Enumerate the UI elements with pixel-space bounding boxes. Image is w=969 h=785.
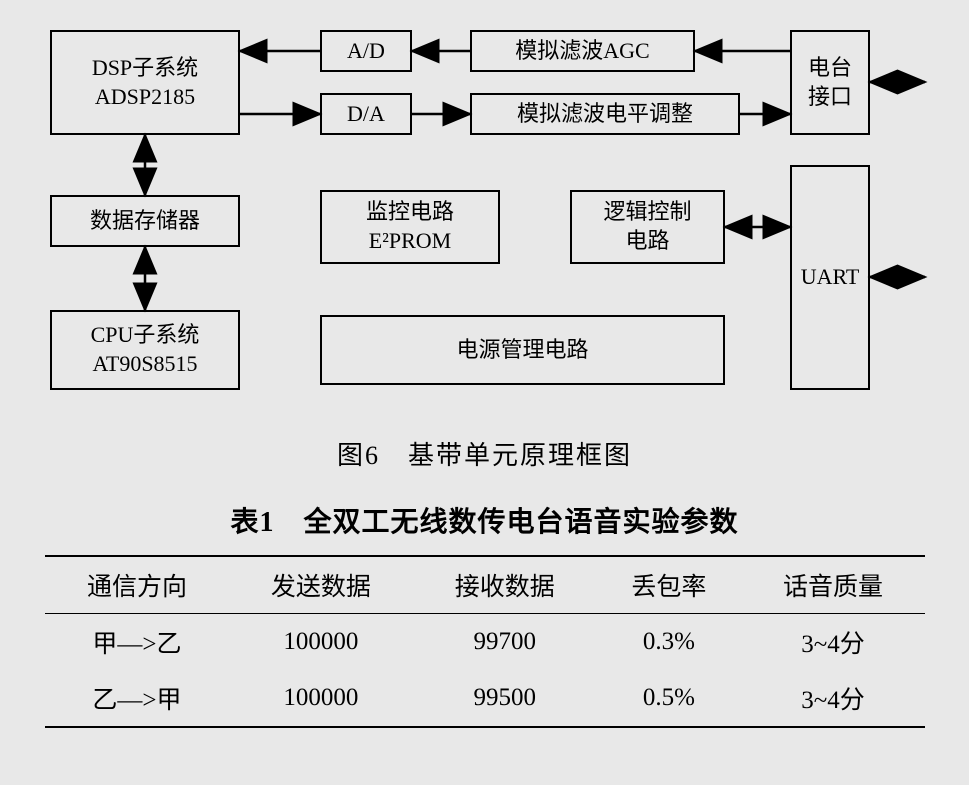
- box-radio: 电台接口: [790, 30, 870, 135]
- block-diagram: DSP子系统ADSP2185 A/D 模拟滤波AGC D/A 模拟滤波电平调整 电台接口数…: [40, 20, 930, 415]
- box-label: 数据存储器: [90, 207, 200, 236]
- box-agc: 模拟滤波AGC: [470, 30, 695, 72]
- box-label: 模拟滤波AGC: [515, 37, 649, 66]
- table-cell: 0.5%: [597, 670, 741, 727]
- table-cell: 100000: [229, 670, 413, 727]
- col-header: 话音质量: [741, 556, 925, 614]
- table-cell: 甲—>乙: [45, 614, 229, 671]
- table-cell: 乙—>甲: [45, 670, 229, 727]
- box-cpu: CPU子系统AT90S8515: [50, 310, 240, 390]
- box-label: D/A: [347, 100, 385, 129]
- figure-caption: 图6 基带单元原理框图: [0, 435, 969, 472]
- box-label: E²PROM: [369, 227, 451, 256]
- col-header: 通信方向: [45, 556, 229, 614]
- box-uart: UART: [790, 165, 870, 390]
- data-table: 通信方向发送数据接收数据丢包率话音质量 甲—>乙100000997000.3%3…: [45, 555, 925, 728]
- box-label: A/D: [347, 37, 385, 66]
- table-title: 表1 全双工无线数传电台语音实验参数: [0, 500, 969, 540]
- box-label: 模拟滤波电平调整: [517, 100, 693, 129]
- box-label: ADSP2185: [95, 83, 195, 112]
- box-label: 电源管理电路: [456, 336, 588, 365]
- col-header: 发送数据: [229, 556, 413, 614]
- box-ad: A/D: [320, 30, 412, 72]
- box-logic: 逻辑控制电路: [570, 190, 725, 264]
- box-label: 电台: [808, 54, 852, 83]
- box-da: D/A: [320, 93, 412, 135]
- box-label: 电路: [625, 227, 669, 256]
- box-label: UART: [801, 263, 860, 292]
- box-level: 模拟滤波电平调整: [470, 93, 740, 135]
- box-dsp: DSP子系统ADSP2185: [50, 30, 240, 135]
- col-header: 接收数据: [413, 556, 597, 614]
- box-label: 接口: [808, 83, 852, 112]
- col-header: 丢包率: [597, 556, 741, 614]
- box-label: CPU子系统: [91, 321, 200, 350]
- box-eeprom: 监控电路E²PROM: [320, 190, 500, 264]
- box-power: 电源管理电路: [320, 315, 725, 385]
- table-cell: 100000: [229, 614, 413, 671]
- box-label: 监控电路: [366, 198, 454, 227]
- box-label: 逻辑控制: [603, 198, 691, 227]
- table-cell: 99500: [413, 670, 597, 727]
- table-cell: 3~4分: [741, 614, 925, 671]
- table-cell: 0.3%: [597, 614, 741, 671]
- table-body: 甲—>乙100000997000.3%3~4分乙—>甲100000995000.…: [45, 614, 925, 728]
- box-label: DSP子系统: [92, 54, 198, 83]
- table-cell: 3~4分: [741, 670, 925, 727]
- box-label: AT90S8515: [92, 350, 197, 379]
- table-row: 甲—>乙100000997000.3%3~4分: [45, 614, 925, 671]
- table-cell: 99700: [413, 614, 597, 671]
- table-header-row: 通信方向发送数据接收数据丢包率话音质量: [45, 556, 925, 614]
- box-store: 数据存储器: [50, 195, 240, 247]
- table-row: 乙—>甲100000995000.5%3~4分: [45, 670, 925, 727]
